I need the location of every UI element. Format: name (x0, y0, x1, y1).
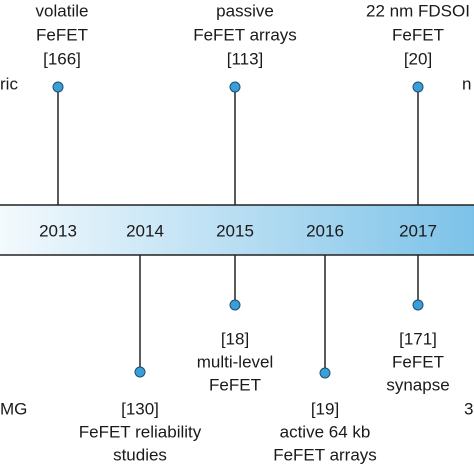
event-dot (52, 81, 64, 93)
event-text: [113] (227, 49, 264, 68)
event-text: FeFET arrays (273, 445, 377, 464)
event-text: multi-level (197, 352, 274, 371)
event-text: volatile (36, 1, 89, 20)
event-text: FeFET arrays (193, 25, 297, 44)
year-label: 2015 (216, 221, 254, 240)
event-text: FeFET (392, 352, 444, 371)
event-text: passive (216, 1, 274, 20)
event-text: [166] (43, 49, 81, 68)
event-dot (134, 366, 146, 378)
timeline-bar (0, 204, 474, 256)
event-text: [20] (404, 49, 432, 68)
year-label: 2014 (126, 221, 164, 240)
event-dot (412, 81, 424, 93)
edge-fragment: ric (0, 74, 18, 93)
event-text: active 64 kb (280, 422, 371, 441)
year-label: 2016 (306, 221, 344, 240)
event-text: 22 nm FDSOI (366, 1, 470, 20)
event-dot (412, 299, 424, 311)
event-dot (229, 81, 241, 93)
year-label: 2013 (39, 221, 77, 240)
event-text: [18] (221, 329, 249, 348)
event-text: FeFET (392, 25, 444, 44)
event-text: [130] (121, 399, 159, 418)
event-dot (229, 299, 241, 311)
event-text: [171] (399, 329, 437, 348)
edge-fragment: 3 (464, 399, 473, 418)
event-text: FeFET (209, 375, 261, 394)
edge-fragment: n (462, 74, 471, 93)
event-text: synapse (386, 375, 449, 394)
event-text: FeFET (36, 25, 88, 44)
year-label: 2017 (399, 221, 437, 240)
event-text: studies (113, 445, 167, 464)
event-dot (319, 367, 331, 379)
event-text: [19] (311, 399, 339, 418)
edge-fragment: MG (0, 399, 27, 418)
event-text: FeFET reliability (79, 422, 202, 441)
